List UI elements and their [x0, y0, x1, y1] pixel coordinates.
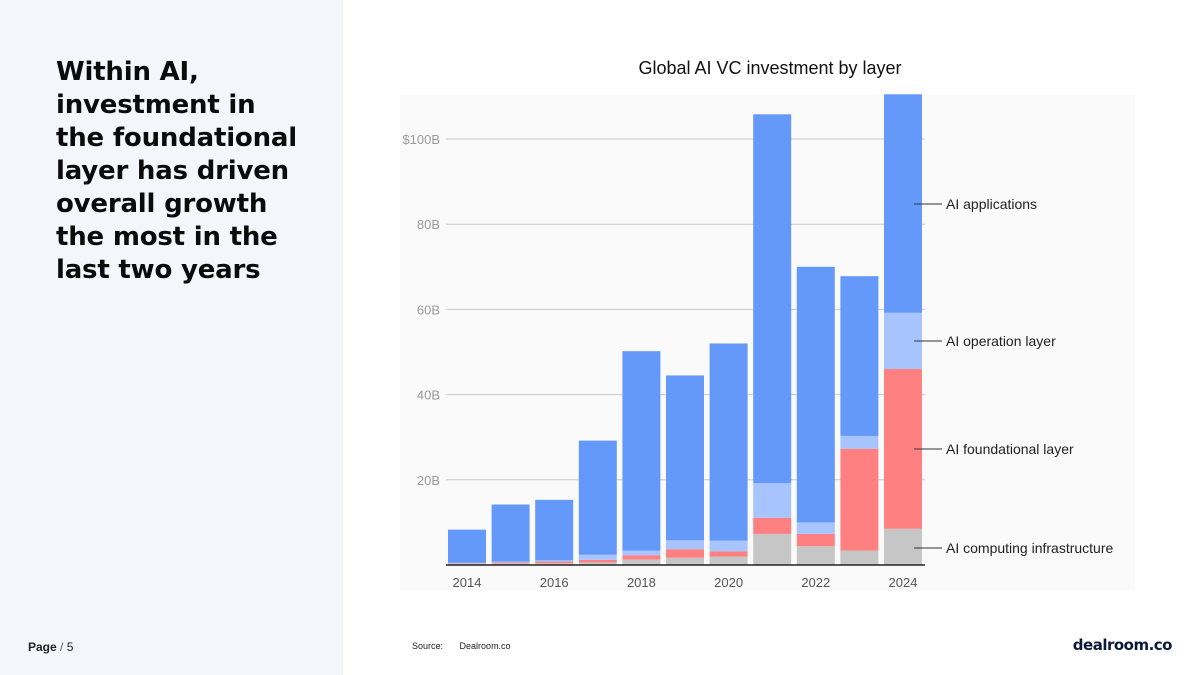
bar-2022-series-1 [796, 533, 835, 547]
bar-2024-series-0 [884, 528, 922, 565]
bar-2023-series-3 [840, 276, 879, 436]
bar-2017-series-3 [578, 440, 617, 555]
legend-label-3: AI applications [946, 196, 1037, 212]
bar-2023-series-0 [840, 550, 879, 565]
y-tick-label: 60B [417, 302, 440, 317]
bar-2016-series-3 [535, 499, 574, 561]
bar-2018-series-2 [622, 550, 661, 556]
bar-2016-series-1 [535, 561, 574, 564]
bar-2023-series-2 [840, 435, 879, 449]
bar-2017-series-2 [578, 554, 617, 560]
bar-2022-series-3 [796, 266, 835, 523]
page-indicator: Page / 5 [28, 640, 73, 654]
bar-2022-series-0 [796, 546, 835, 565]
x-tick-label: 2020 [714, 575, 743, 590]
bar-2020-series-2 [709, 540, 748, 552]
bar-2015-series-2 [491, 561, 530, 563]
x-tick-label: 2014 [453, 575, 482, 590]
dealroom-logo: dealroom.co [1072, 636, 1173, 654]
bar-2018-series-1 [622, 555, 661, 560]
page-label: Page [28, 640, 57, 654]
bar-2019-series-2 [666, 540, 704, 550]
legend-label-1: AI foundational layer [946, 441, 1074, 457]
source-value: Dealroom.co [459, 641, 511, 651]
y-tick-label: 20B [417, 473, 440, 488]
bar-2021-series-3 [753, 114, 792, 484]
y-tick-label: 40B [417, 388, 440, 403]
bar-2018-series-3 [622, 351, 661, 551]
bar-2021-series-1 [753, 517, 792, 534]
page-total: 5 [66, 640, 74, 654]
bar-2020-series-0 [709, 556, 748, 565]
bar-2022-series-2 [796, 522, 835, 534]
x-tick-label: 2016 [540, 575, 569, 590]
bar-2015-series-3 [491, 504, 530, 562]
source-note: Source: Dealroom.co [412, 641, 511, 651]
bar-2016-series-0 [535, 563, 574, 565]
slide-headline: Within AI, investment in the foundationa… [56, 57, 297, 285]
x-tick-label: 2018 [627, 575, 656, 590]
y-tick-label: $100B [402, 132, 440, 147]
y-tick-label: 80B [417, 217, 440, 232]
legend-label-2: AI operation layer [946, 333, 1056, 349]
bar-2014-series-3 [448, 529, 486, 563]
bar-2017-series-1 [578, 559, 617, 563]
bar-2020-series-1 [709, 551, 748, 557]
bar-2019-series-1 [666, 549, 704, 558]
left-panel [0, 0, 343, 675]
bar-2018-series-0 [622, 559, 661, 565]
legend-label-0: AI computing infrastructure [946, 540, 1114, 556]
x-tick-label: 2022 [801, 575, 830, 590]
bar-2019-series-0 [666, 557, 704, 565]
bar-2021-series-2 [753, 483, 792, 518]
bar-2019-series-3 [666, 375, 704, 541]
bar-2015-series-1 [491, 562, 530, 564]
bar-2015-series-0 [491, 563, 530, 565]
bar-2017-series-0 [578, 562, 617, 565]
page-separator: / [60, 640, 64, 654]
bar-2023-series-1 [840, 448, 879, 551]
x-tick-label: 2024 [889, 575, 918, 590]
source-label: Source: [412, 641, 444, 651]
bar-2016-series-2 [535, 560, 574, 562]
bar-2020-series-3 [709, 343, 748, 541]
bar-2021-series-0 [753, 533, 792, 565]
chart-title: Global AI VC investment by layer [638, 58, 902, 78]
